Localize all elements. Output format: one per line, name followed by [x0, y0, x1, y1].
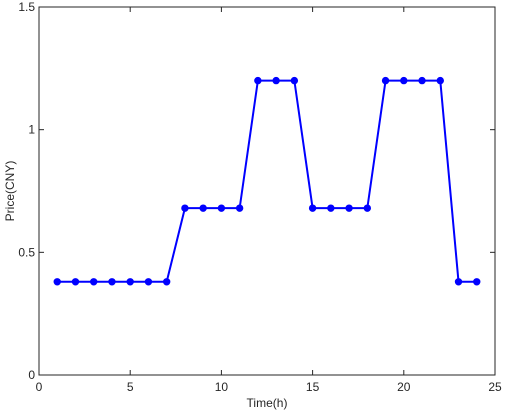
y-tick-label: 1: [28, 123, 35, 137]
y-tick-label: 1.5: [18, 0, 35, 14]
x-tick-label: 15: [306, 380, 320, 394]
x-tick-label: 20: [397, 380, 411, 394]
data-point: [381, 76, 390, 85]
data-point: [363, 204, 372, 212]
data-point: [71, 278, 80, 286]
data-point: [418, 76, 426, 85]
data-point: [235, 204, 244, 212]
x-axis-label: Time(h): [247, 396, 288, 410]
data-point: [162, 278, 171, 286]
data-point: [90, 278, 98, 286]
x-tick-label: 25: [488, 380, 502, 394]
y-tick-label: 0: [28, 368, 35, 382]
data-point: [327, 204, 335, 212]
axes-box: [38, 6, 496, 376]
data-point: [108, 278, 116, 286]
x-tick-label: 10: [215, 380, 229, 394]
data-point: [217, 204, 226, 212]
data-point: [454, 278, 463, 286]
data-point: [126, 278, 134, 286]
data-point: [400, 76, 408, 85]
data-point: [254, 76, 262, 85]
tick-layer: 0 5 10 15 20 25 0 0.5 1 1.5: [18, 0, 502, 394]
y-axis-label: Price(CNY): [3, 161, 17, 222]
data-point: [181, 204, 189, 212]
y-tick-label: 0.5: [18, 245, 35, 259]
data-point: [272, 76, 280, 85]
x-tick-label: 0: [36, 380, 43, 394]
data-point: [199, 204, 207, 212]
data-point: [345, 204, 353, 212]
x-tick-label: 5: [127, 380, 134, 394]
data-point: [53, 278, 61, 286]
data-point: [436, 76, 444, 85]
series-layer: [53, 76, 481, 286]
plot-area: [39, 7, 495, 375]
data-point: [290, 76, 299, 85]
data-point: [144, 278, 153, 286]
data-point: [473, 278, 481, 286]
data-point: [308, 204, 317, 212]
